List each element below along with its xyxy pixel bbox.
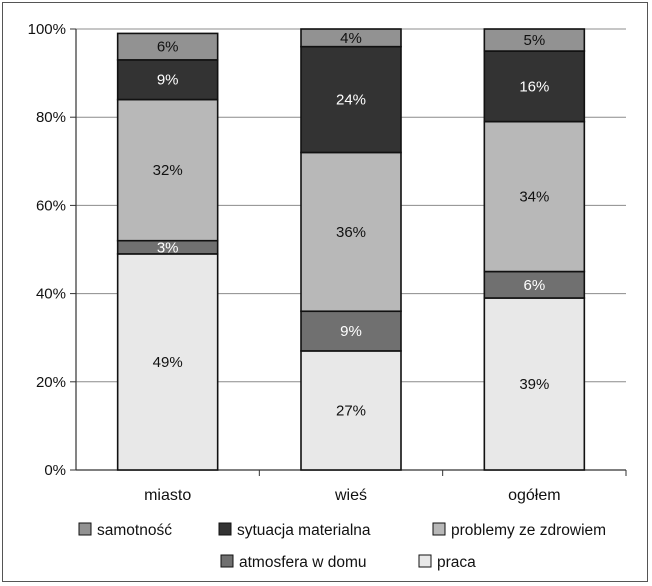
legend-label: problemy ze zdrowiem: [451, 522, 606, 539]
y-tick-label: 0%: [44, 462, 66, 479]
bar-segment: [300, 45, 402, 154]
legend-swatch: [78, 522, 92, 536]
bar-segment: [483, 28, 586, 52]
data-label: 49%: [153, 354, 183, 371]
bar-segment: [300, 350, 402, 471]
legend-swatch: [418, 554, 432, 568]
data-label: 34%: [519, 189, 549, 206]
data-label: 3%: [157, 239, 179, 256]
y-tick-label: 60%: [36, 197, 66, 214]
bar-segment: [116, 253, 219, 471]
data-label: 36%: [336, 224, 366, 241]
data-label: 6%: [157, 39, 179, 56]
bar-segment: [116, 98, 219, 242]
bar-segment: [483, 297, 586, 471]
bar-segment: [116, 59, 219, 101]
y-tick-label: 100%: [28, 21, 66, 38]
data-label: 39%: [519, 376, 549, 393]
x-category-label: ogółem: [508, 487, 560, 504]
legend-swatch: [218, 522, 232, 536]
legend-label: praca: [437, 554, 476, 571]
legend-label: samotność: [97, 522, 172, 539]
y-tick-label: 20%: [36, 374, 66, 391]
bar-segment: [300, 151, 402, 313]
data-label: 32%: [153, 162, 183, 179]
y-tick-label: 40%: [36, 286, 66, 303]
bar-segment: [116, 32, 219, 61]
data-label: 5%: [523, 32, 545, 49]
legend-swatch: [432, 522, 446, 536]
data-label: 9%: [340, 323, 362, 340]
legend-swatch: [220, 554, 234, 568]
data-label: 16%: [519, 78, 549, 95]
bar-segment: [300, 28, 402, 48]
data-label: 6%: [523, 277, 545, 294]
data-label: 9%: [157, 72, 179, 89]
x-category-label: miasto: [144, 487, 191, 504]
data-label: 4%: [340, 30, 362, 47]
data-label: 24%: [336, 92, 366, 109]
y-tick-label: 80%: [36, 109, 66, 126]
legend-label: atmosfera w domu: [239, 554, 367, 571]
data-label: 27%: [336, 402, 366, 419]
legend-label: sytuacja materialna: [237, 522, 371, 539]
x-category-label: wieś: [334, 487, 367, 504]
